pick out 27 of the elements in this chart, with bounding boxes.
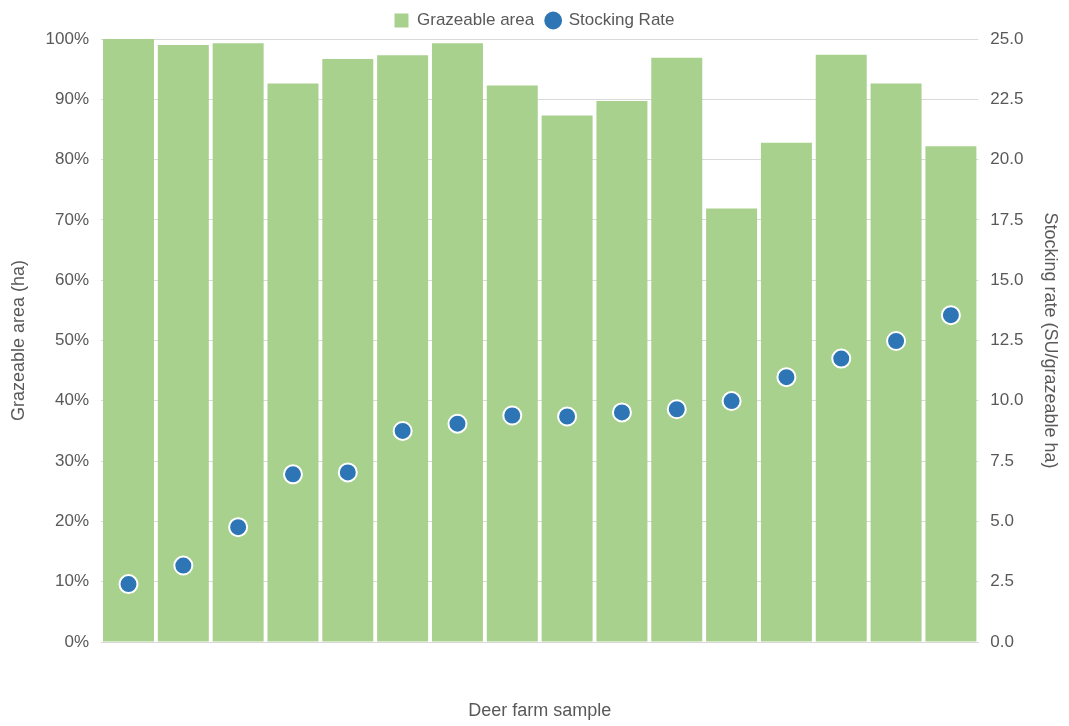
legend-label: Stocking Rate bbox=[568, 10, 675, 30]
y-tick-label: 60% bbox=[55, 269, 90, 289]
y2-tick-label: 5.0 bbox=[990, 511, 1014, 531]
y-tick-label: 0% bbox=[64, 631, 90, 651]
y-tick-label: 20% bbox=[55, 511, 90, 531]
y-tick-label: 10% bbox=[55, 571, 90, 591]
y-tick-label: 100% bbox=[45, 28, 90, 48]
y2-tick-label: 0.0 bbox=[990, 631, 1014, 651]
y2-tick-label: 12.5 bbox=[990, 330, 1024, 350]
y-axis-title: Grazeable area (ha) bbox=[7, 259, 28, 422]
y-tick-label: 80% bbox=[55, 149, 90, 169]
y2-tick-label: 15.0 bbox=[990, 269, 1024, 289]
y2-tick-label: 2.5 bbox=[990, 571, 1014, 591]
y2-tick-label: 22.5 bbox=[990, 88, 1024, 108]
y-tick-label: 70% bbox=[55, 209, 90, 229]
y2-tick-label: 7.5 bbox=[990, 450, 1014, 470]
y-tick-label: 90% bbox=[55, 88, 90, 108]
y2-axis-title: Stocking rate (SU/grazeable ha) bbox=[1041, 212, 1062, 469]
x-axis-title: Deer farm sample bbox=[468, 700, 612, 721]
y2-tick-label: 17.5 bbox=[990, 209, 1024, 229]
y2-tick-label: 25.0 bbox=[990, 28, 1024, 48]
y-tick-label: 30% bbox=[55, 450, 90, 470]
y2-tick-label: 10.0 bbox=[990, 390, 1024, 410]
y-tick-label: 40% bbox=[55, 390, 90, 410]
y2-tick-label: 20.0 bbox=[990, 149, 1024, 169]
y-tick-label: 50% bbox=[55, 330, 90, 350]
legend-label: Grazeable area bbox=[416, 10, 535, 30]
